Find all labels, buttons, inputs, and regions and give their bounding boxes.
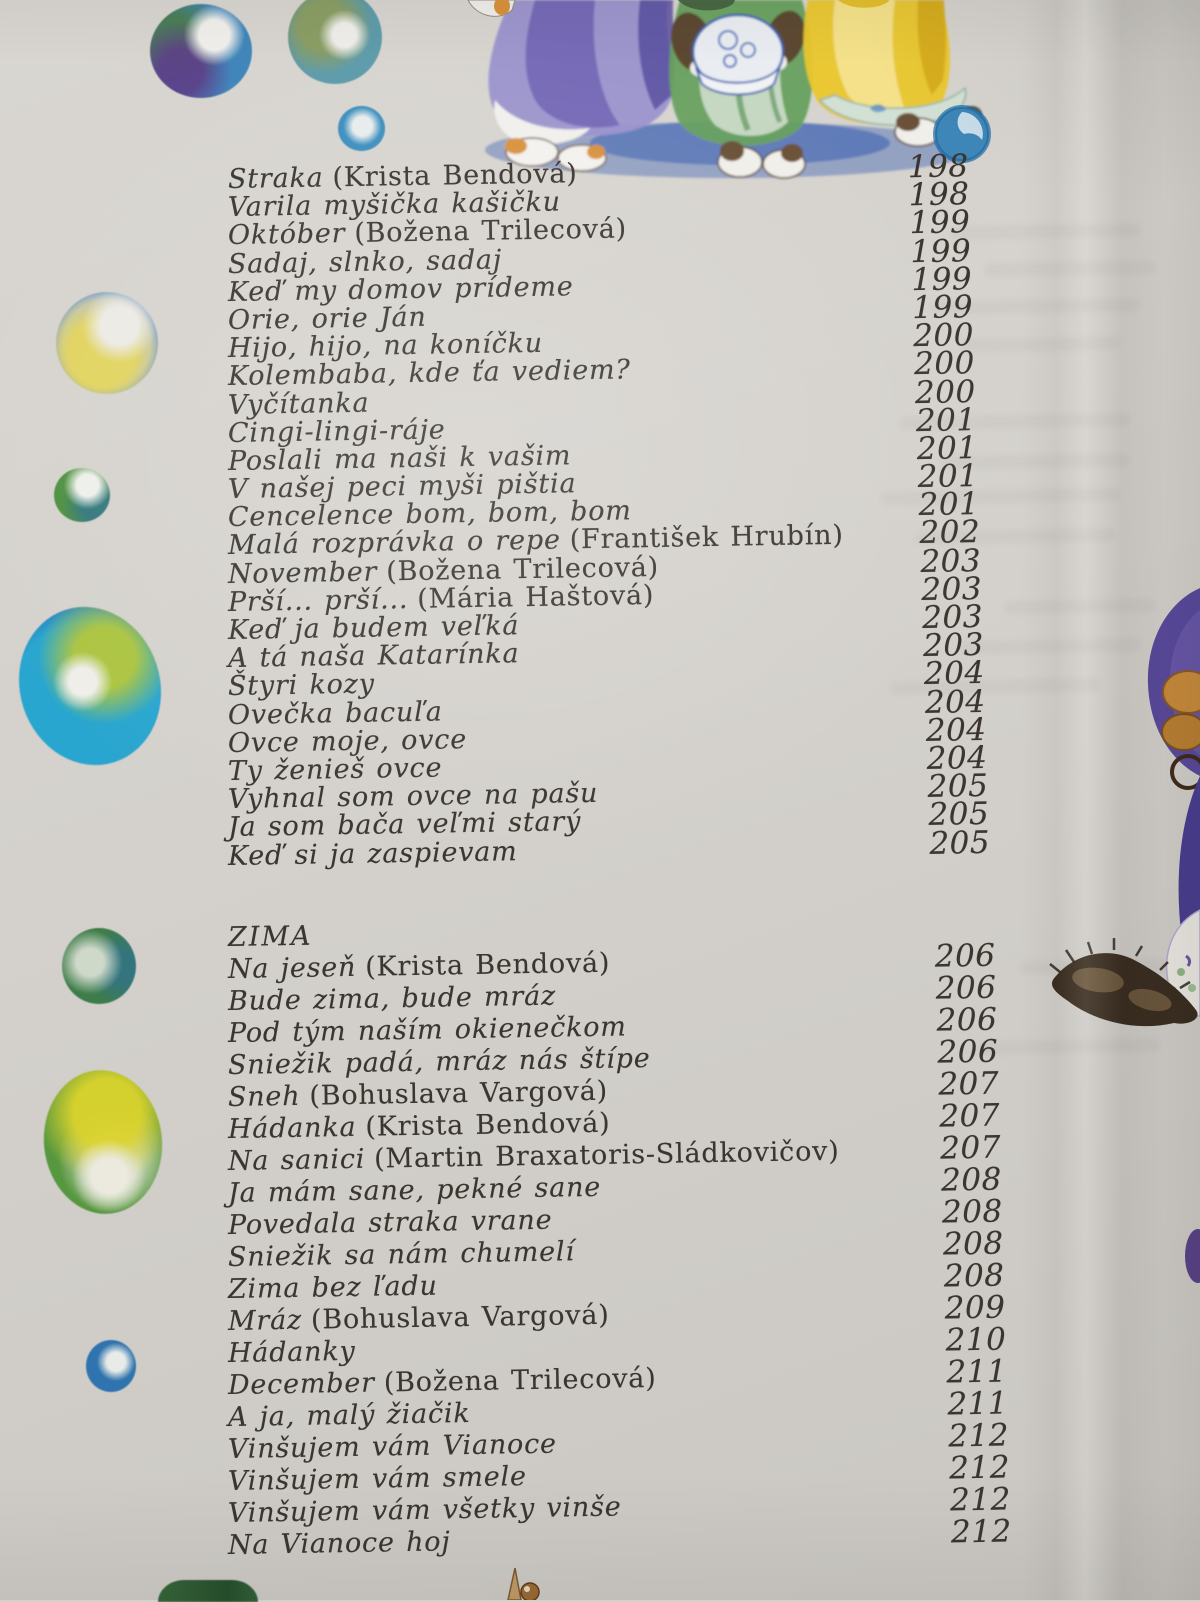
- toc-entry-title: Vinšujem vám všetky vinše: [227, 1491, 622, 1529]
- watercolor-bubble: [62, 928, 136, 1004]
- right-edge-cat-illustration: [1049, 588, 1200, 1283]
- toc-entry-author: (Božena Trilecová): [383, 1362, 657, 1399]
- toc-entry-title: Vinšujem vám Vianoce: [227, 1428, 558, 1465]
- toc-entry-title: Povedala straka vrane: [227, 1204, 553, 1241]
- section-heading-label: ZIMA: [227, 920, 313, 953]
- toc-entry-page-number: 206: [936, 1001, 998, 1039]
- toc-entry-page-number: 207: [939, 1129, 1002, 1167]
- toc-entry-title: Mráz: [227, 1304, 303, 1337]
- watercolor-bubble: [86, 1340, 136, 1392]
- toc-entry-title: Na jeseň: [227, 951, 357, 985]
- toc-entry-page-number: 211: [947, 1385, 1009, 1423]
- toc-entry-page-number: 212: [948, 1417, 1010, 1455]
- toc-entry-page-number: 205: [929, 824, 991, 862]
- toc-entry-title: Keď si ja zaspievam: [227, 835, 518, 872]
- toc-entry-author: (Bohuslava Vargová): [309, 1075, 609, 1112]
- toc-entry-title: Sneh: [227, 1080, 301, 1113]
- toc-entry-page-number: 207: [939, 1097, 1001, 1135]
- watercolor-bubble: [933, 105, 991, 163]
- toc-entry-author: (Krista Bendová): [364, 947, 611, 983]
- watercolor-bubble: [56, 292, 158, 394]
- toc-entry-page-number: 208: [942, 1225, 1004, 1263]
- toc-entry-author: (Bohuslava Vargová): [310, 1299, 610, 1336]
- toc-entry-title: December: [227, 1367, 376, 1401]
- toc-entry-title: A ja, malý žiačik: [227, 1397, 471, 1433]
- toc-entry-page-number: 206: [937, 1033, 999, 1071]
- watercolor-fragment-bottom: [158, 1580, 258, 1602]
- toc-entry-title: Sniežik sa nám chumelí: [227, 1236, 576, 1273]
- toc-entry-page-number: 207: [938, 1065, 1000, 1103]
- toc-entry-author: (Krista Bendová): [365, 1107, 611, 1143]
- toc-entry-page-number: 208: [941, 1193, 1003, 1231]
- toc-entry-title: Bude zima, bude mráz: [227, 980, 557, 1017]
- cats-with-bowl-illustration: [467, 0, 991, 179]
- watercolor-bubble: [54, 468, 110, 522]
- toc-entry-page-number: 209: [944, 1289, 1006, 1327]
- watercolor-bubble: [338, 106, 385, 151]
- toc-entry-page-number: 206: [935, 969, 997, 1007]
- toc-entry-title: Na Vianoce hoj: [227, 1526, 451, 1561]
- toc-entry-title: Na sanici: [227, 1143, 366, 1177]
- toc-entry-page-number: 211: [946, 1353, 1008, 1391]
- watercolor-bubble: [150, 4, 252, 98]
- toc-entry-title: Zima bez ľadu: [227, 1270, 438, 1305]
- toc-entry-title: Hádanka: [227, 1111, 357, 1145]
- bottom-illustration-fragment: [507, 1567, 540, 1600]
- toc-entry-title: Ja mám sane, pekné sane: [227, 1171, 602, 1209]
- toc-entry-page-number: 212: [949, 1481, 1012, 1519]
- toc-entry-page-number: 206: [934, 937, 996, 975]
- toc-section-autumn: Straka (Krista Bendová) 198 Varila myšičk…: [227, 148, 1028, 872]
- toc-entry-page-number: 212: [948, 1449, 1011, 1487]
- toc-entry-title: Hádanky: [227, 1335, 356, 1369]
- toc-entry-author: (Mária Haštová): [416, 579, 655, 615]
- toc-entry-author: (František Hrubín): [569, 520, 844, 556]
- toc-entry-page-number: 208: [943, 1257, 1005, 1295]
- watercolor-egg: [36, 1064, 170, 1220]
- watercolor-bubble: [288, 0, 382, 84]
- toc-entry-page-number: 212: [950, 1513, 1012, 1551]
- toc-entry-title: Pod tým naším okienečkom: [227, 1011, 627, 1049]
- toc-entry-page-number: 208: [940, 1161, 1003, 1199]
- toc-entry-page-number: 210: [945, 1321, 1007, 1359]
- toc-entry-title: Vinšujem vám smele: [227, 1461, 527, 1497]
- watercolor-egg: [0, 588, 182, 784]
- toc-section-zima: ZIMA Na jeseň (Krista Bendová) 206 Bude z…: [227, 920, 1028, 1562]
